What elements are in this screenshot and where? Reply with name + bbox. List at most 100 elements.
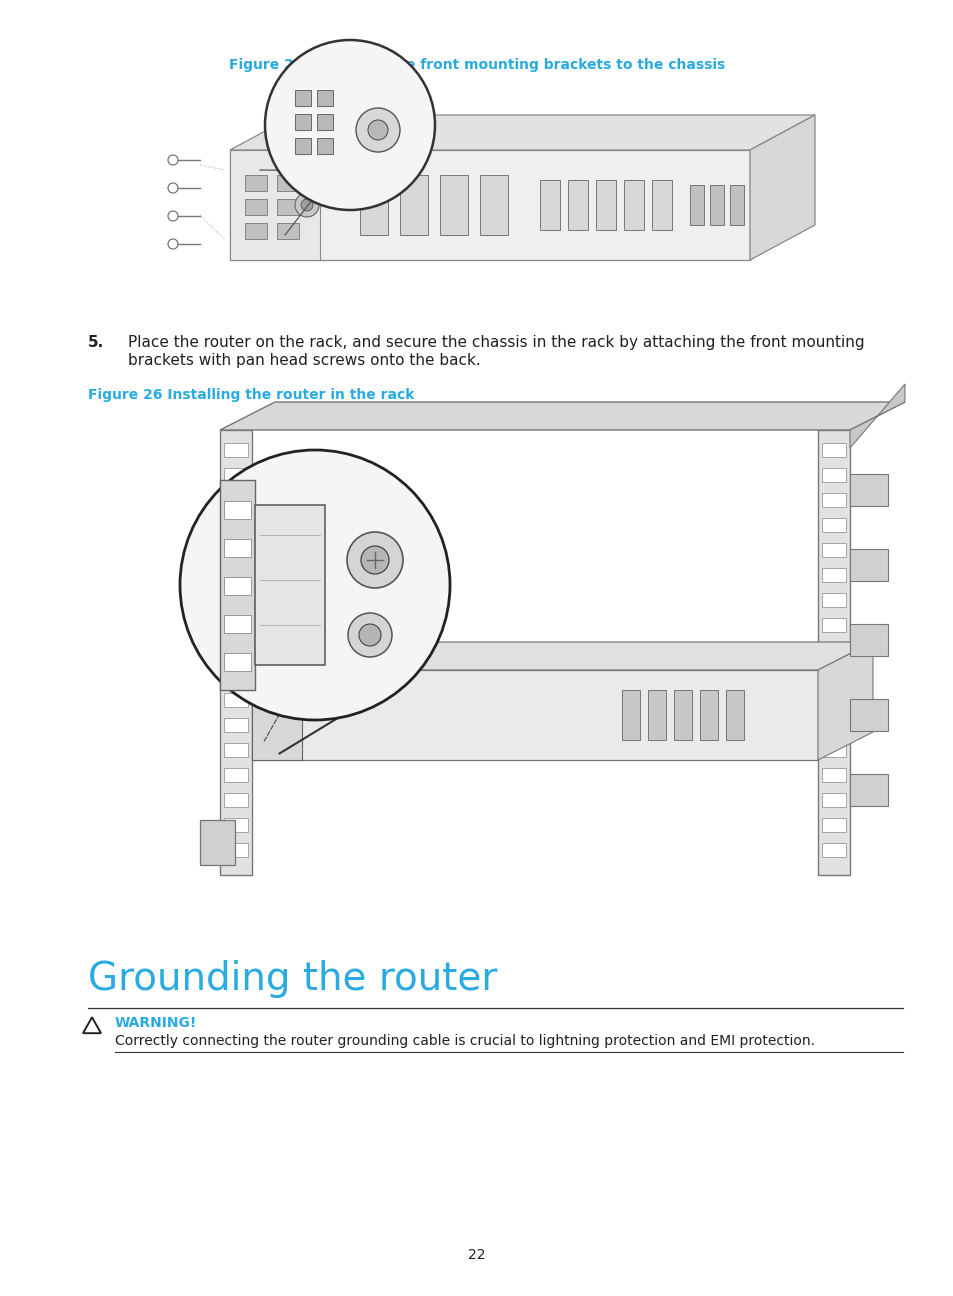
Polygon shape [230, 115, 814, 150]
Polygon shape [821, 543, 845, 557]
Polygon shape [294, 114, 311, 130]
Polygon shape [849, 384, 904, 448]
Polygon shape [821, 618, 845, 632]
Polygon shape [821, 518, 845, 531]
Polygon shape [254, 505, 325, 665]
Text: Correctly connecting the router grounding cable is crucial to lightning protecti: Correctly connecting the router groundin… [115, 1034, 814, 1048]
Polygon shape [224, 468, 248, 482]
Polygon shape [224, 693, 248, 708]
Polygon shape [224, 653, 251, 671]
Circle shape [180, 450, 450, 721]
Polygon shape [689, 185, 703, 226]
Text: 22: 22 [468, 1248, 485, 1262]
Polygon shape [245, 223, 267, 238]
Circle shape [294, 193, 318, 216]
Polygon shape [245, 200, 267, 215]
Polygon shape [596, 180, 616, 229]
Polygon shape [294, 137, 311, 154]
Text: 5.: 5. [88, 334, 104, 350]
Polygon shape [224, 577, 251, 595]
Polygon shape [224, 643, 248, 657]
Polygon shape [224, 518, 248, 531]
Polygon shape [821, 492, 845, 507]
Polygon shape [849, 699, 887, 731]
Polygon shape [316, 114, 333, 130]
Polygon shape [821, 443, 845, 457]
Polygon shape [821, 643, 845, 657]
Polygon shape [252, 642, 872, 670]
Polygon shape [224, 568, 248, 582]
Circle shape [168, 238, 178, 249]
Polygon shape [821, 842, 845, 857]
Text: Figure 25 Attaching the front mounting brackets to the chassis: Figure 25 Attaching the front mounting b… [229, 58, 724, 73]
Polygon shape [567, 180, 587, 229]
Circle shape [360, 546, 389, 574]
Polygon shape [729, 185, 743, 226]
Polygon shape [252, 670, 302, 759]
Polygon shape [821, 693, 845, 708]
Circle shape [265, 40, 435, 210]
Polygon shape [316, 137, 333, 154]
Polygon shape [821, 568, 845, 582]
Polygon shape [539, 180, 559, 229]
Polygon shape [439, 175, 468, 235]
Polygon shape [725, 689, 743, 740]
Polygon shape [224, 769, 248, 781]
Polygon shape [849, 623, 887, 656]
Polygon shape [224, 502, 251, 518]
Text: WARNING!: WARNING! [115, 1016, 197, 1030]
Polygon shape [479, 175, 507, 235]
Polygon shape [276, 223, 298, 238]
Polygon shape [821, 769, 845, 781]
Polygon shape [252, 670, 817, 759]
Polygon shape [220, 402, 904, 430]
Polygon shape [224, 492, 248, 507]
Text: !: ! [90, 1020, 94, 1029]
Text: Grounding the router: Grounding the router [88, 960, 497, 998]
Polygon shape [821, 793, 845, 807]
Polygon shape [224, 443, 248, 457]
Polygon shape [276, 175, 298, 191]
Polygon shape [817, 430, 849, 875]
Polygon shape [83, 1017, 101, 1033]
Polygon shape [224, 842, 248, 857]
Polygon shape [817, 642, 872, 759]
Polygon shape [276, 200, 298, 215]
Polygon shape [224, 616, 251, 632]
Polygon shape [230, 150, 319, 260]
Polygon shape [849, 474, 887, 505]
Text: brackets with pan head screws onto the back.: brackets with pan head screws onto the b… [128, 353, 480, 368]
Polygon shape [224, 543, 248, 557]
Polygon shape [245, 175, 267, 191]
Polygon shape [821, 818, 845, 832]
Polygon shape [220, 430, 252, 875]
Polygon shape [224, 667, 248, 682]
Polygon shape [821, 743, 845, 757]
Polygon shape [220, 480, 254, 689]
Circle shape [358, 623, 380, 645]
Circle shape [301, 200, 313, 211]
Polygon shape [700, 689, 718, 740]
Polygon shape [821, 594, 845, 607]
Polygon shape [224, 594, 248, 607]
Circle shape [347, 531, 402, 588]
Circle shape [368, 121, 388, 140]
Polygon shape [821, 468, 845, 482]
Polygon shape [821, 718, 845, 732]
Polygon shape [647, 689, 665, 740]
Polygon shape [316, 89, 333, 106]
Polygon shape [224, 539, 251, 557]
Circle shape [348, 613, 392, 657]
Circle shape [168, 156, 178, 165]
Circle shape [168, 211, 178, 222]
Polygon shape [224, 618, 248, 632]
Text: Figure 26 Installing the router in the rack: Figure 26 Installing the router in the r… [88, 388, 414, 402]
Polygon shape [224, 793, 248, 807]
Text: Place the router on the rack, and secure the chassis in the rack by attaching th: Place the router on the rack, and secure… [128, 334, 863, 350]
Polygon shape [399, 175, 428, 235]
Polygon shape [821, 667, 845, 682]
Polygon shape [709, 185, 723, 226]
Circle shape [355, 108, 399, 152]
Polygon shape [224, 718, 248, 732]
Circle shape [168, 183, 178, 193]
